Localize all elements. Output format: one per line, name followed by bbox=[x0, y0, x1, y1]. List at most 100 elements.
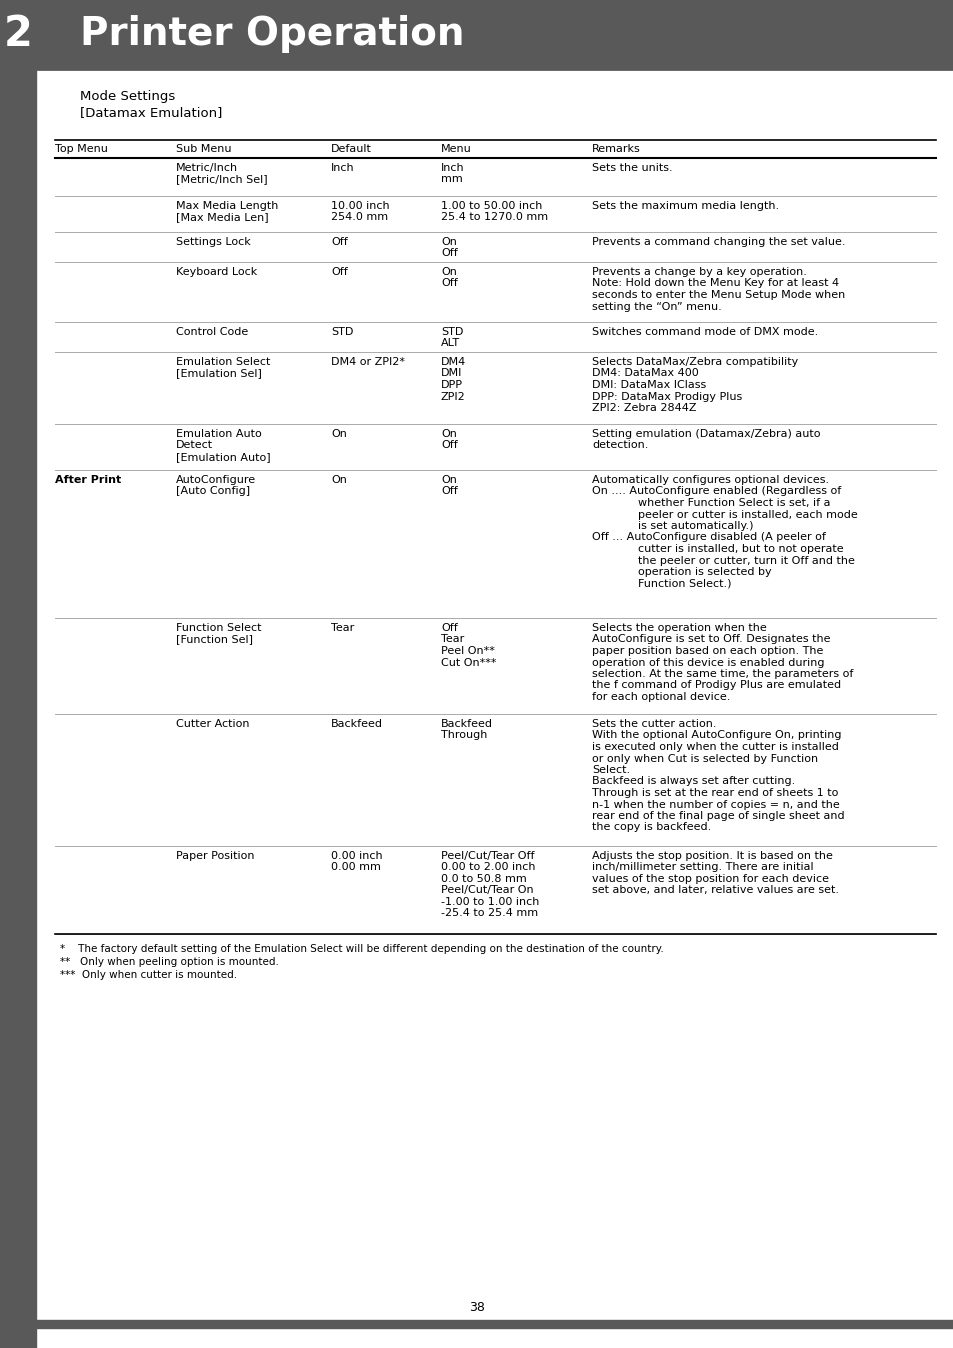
Text: Backfeed: Backfeed bbox=[331, 718, 382, 729]
Text: Tear: Tear bbox=[331, 623, 354, 634]
Text: [Metric/Inch Sel]: [Metric/Inch Sel] bbox=[175, 174, 268, 185]
Text: values of the stop position for each device: values of the stop position for each dev… bbox=[592, 874, 828, 884]
Text: Setting emulation (Datamax/Zebra) auto: Setting emulation (Datamax/Zebra) auto bbox=[592, 429, 820, 439]
Bar bbox=[36, 1320, 953, 1328]
Text: STD: STD bbox=[331, 328, 353, 337]
Text: Note: Hold down the Menu Key for at least 4: Note: Hold down the Menu Key for at leas… bbox=[592, 279, 839, 288]
Text: Tear: Tear bbox=[440, 635, 464, 644]
Text: Inch: Inch bbox=[440, 163, 464, 173]
Text: DM4: DataMax 400: DM4: DataMax 400 bbox=[592, 368, 698, 379]
Text: Detect: Detect bbox=[175, 441, 213, 450]
Text: Off: Off bbox=[440, 441, 457, 450]
Text: 0.0 to 50.8 mm: 0.0 to 50.8 mm bbox=[440, 874, 526, 884]
Text: 0.00 to 2.00 inch: 0.00 to 2.00 inch bbox=[440, 863, 535, 872]
Text: operation is selected by: operation is selected by bbox=[638, 568, 771, 577]
Text: Through: Through bbox=[440, 731, 487, 740]
Text: Switches command mode of DMX mode.: Switches command mode of DMX mode. bbox=[592, 328, 818, 337]
Text: Sets the maximum media length.: Sets the maximum media length. bbox=[592, 201, 779, 212]
Text: 10.00 inch: 10.00 inch bbox=[331, 201, 389, 212]
Text: [Emulation Sel]: [Emulation Sel] bbox=[175, 368, 262, 379]
Text: Function Select.): Function Select.) bbox=[638, 578, 731, 589]
Text: Through is set at the rear end of sheets 1 to: Through is set at the rear end of sheets… bbox=[592, 789, 838, 798]
Text: Sets the cutter action.: Sets the cutter action. bbox=[592, 718, 716, 729]
Text: Select.: Select. bbox=[592, 766, 630, 775]
Text: Emulation Auto: Emulation Auto bbox=[175, 429, 261, 439]
Text: seconds to enter the Menu Setup Mode when: seconds to enter the Menu Setup Mode whe… bbox=[592, 290, 844, 301]
Text: is executed only when the cutter is installed: is executed only when the cutter is inst… bbox=[592, 741, 838, 752]
Text: After Print: After Print bbox=[55, 474, 121, 485]
Text: DPP: DataMax Prodigy Plus: DPP: DataMax Prodigy Plus bbox=[592, 391, 741, 402]
Text: Off: Off bbox=[440, 487, 457, 496]
Text: Automatically configures optional devices.: Automatically configures optional device… bbox=[592, 474, 828, 485]
Text: Keyboard Lock: Keyboard Lock bbox=[175, 267, 257, 276]
Text: -1.00 to 1.00 inch: -1.00 to 1.00 inch bbox=[440, 896, 538, 907]
Text: Printer Operation: Printer Operation bbox=[80, 15, 464, 53]
Text: Cutter Action: Cutter Action bbox=[175, 718, 250, 729]
Bar bbox=[36, 0, 953, 67]
Text: Menu: Menu bbox=[440, 144, 471, 154]
Text: Prevents a command changing the set value.: Prevents a command changing the set valu… bbox=[592, 237, 844, 247]
Text: Settings Lock: Settings Lock bbox=[175, 237, 251, 247]
Text: for each optional device.: for each optional device. bbox=[592, 692, 730, 702]
Text: Peel/Cut/Tear On: Peel/Cut/Tear On bbox=[440, 886, 533, 895]
Text: the f command of Prodigy Plus are emulated: the f command of Prodigy Plus are emulat… bbox=[592, 681, 841, 690]
Text: Off: Off bbox=[440, 623, 457, 634]
Text: Peel On**: Peel On** bbox=[440, 646, 495, 656]
Text: 25.4 to 1270.0 mm: 25.4 to 1270.0 mm bbox=[440, 213, 548, 222]
Text: With the optional AutoConfigure On, printing: With the optional AutoConfigure On, prin… bbox=[592, 731, 841, 740]
Text: mm: mm bbox=[440, 174, 462, 185]
Text: 0.00 mm: 0.00 mm bbox=[331, 863, 380, 872]
Text: Inch: Inch bbox=[331, 163, 355, 173]
Text: AutoConfigure is set to Off. Designates the: AutoConfigure is set to Off. Designates … bbox=[592, 635, 830, 644]
Text: inch/millimeter setting. There are initial: inch/millimeter setting. There are initi… bbox=[592, 863, 813, 872]
Text: Remarks: Remarks bbox=[592, 144, 640, 154]
Text: Off ... AutoConfigure disabled (A peeler of: Off ... AutoConfigure disabled (A peeler… bbox=[592, 532, 825, 542]
Text: operation of this device is enabled during: operation of this device is enabled duri… bbox=[592, 658, 823, 667]
Text: rear end of the final page of single sheet and: rear end of the final page of single she… bbox=[592, 811, 843, 821]
Text: **   Only when peeling option is mounted.: ** Only when peeling option is mounted. bbox=[60, 957, 278, 967]
Text: Default: Default bbox=[331, 144, 372, 154]
Text: DMI: DataMax IClass: DMI: DataMax IClass bbox=[592, 380, 705, 390]
Text: Top Menu: Top Menu bbox=[55, 144, 108, 154]
Text: peeler or cutter is installed, each mode: peeler or cutter is installed, each mode bbox=[638, 510, 857, 519]
Text: Paper Position: Paper Position bbox=[175, 851, 254, 861]
Text: On: On bbox=[440, 429, 456, 439]
Text: AutoConfigure: AutoConfigure bbox=[175, 474, 255, 485]
Text: Selects the operation when the: Selects the operation when the bbox=[592, 623, 766, 634]
Bar bbox=[0, 0, 36, 1348]
Text: 2: 2 bbox=[4, 13, 32, 55]
Text: Selects DataMax/Zebra compatibility: Selects DataMax/Zebra compatibility bbox=[592, 357, 798, 367]
Text: Prevents a change by a key operation.: Prevents a change by a key operation. bbox=[592, 267, 806, 276]
Text: On: On bbox=[331, 474, 347, 485]
Text: On .... AutoConfigure enabled (Regardless of: On .... AutoConfigure enabled (Regardles… bbox=[592, 487, 841, 496]
Text: paper position based on each option. The: paper position based on each option. The bbox=[592, 646, 822, 656]
Text: ALT: ALT bbox=[440, 338, 459, 349]
Text: whether Function Select is set, if a: whether Function Select is set, if a bbox=[638, 497, 830, 508]
Text: 254.0 mm: 254.0 mm bbox=[331, 213, 388, 222]
Text: Emulation Select: Emulation Select bbox=[175, 357, 270, 367]
Text: 38: 38 bbox=[469, 1301, 484, 1314]
Text: Backfeed is always set after cutting.: Backfeed is always set after cutting. bbox=[592, 776, 795, 786]
Text: Off: Off bbox=[440, 248, 457, 259]
Text: DM4: DM4 bbox=[440, 357, 466, 367]
Text: detection.: detection. bbox=[592, 441, 648, 450]
Text: Control Code: Control Code bbox=[175, 328, 248, 337]
Text: ZPI2: ZPI2 bbox=[440, 391, 465, 402]
Text: On: On bbox=[440, 267, 456, 276]
Text: Mode Settings: Mode Settings bbox=[80, 90, 175, 102]
Text: [Auto Config]: [Auto Config] bbox=[175, 487, 250, 496]
Text: Backfeed: Backfeed bbox=[440, 718, 493, 729]
Text: setting the “On” menu.: setting the “On” menu. bbox=[592, 302, 721, 311]
Text: DPP: DPP bbox=[440, 380, 462, 390]
Text: 1.00 to 50.00 inch: 1.00 to 50.00 inch bbox=[440, 201, 542, 212]
Text: Function Select: Function Select bbox=[175, 623, 261, 634]
Text: [Datamax Emulation]: [Datamax Emulation] bbox=[80, 106, 222, 119]
Text: the peeler or cutter, turn it Off and the: the peeler or cutter, turn it Off and th… bbox=[638, 555, 854, 566]
Text: STD: STD bbox=[440, 328, 463, 337]
Text: Sub Menu: Sub Menu bbox=[175, 144, 232, 154]
Text: or only when Cut is selected by Function: or only when Cut is selected by Function bbox=[592, 754, 818, 763]
Text: Off: Off bbox=[440, 279, 457, 288]
Text: Peel/Cut/Tear Off: Peel/Cut/Tear Off bbox=[440, 851, 534, 861]
Text: Off: Off bbox=[331, 237, 348, 247]
Text: DMI: DMI bbox=[440, 368, 462, 379]
